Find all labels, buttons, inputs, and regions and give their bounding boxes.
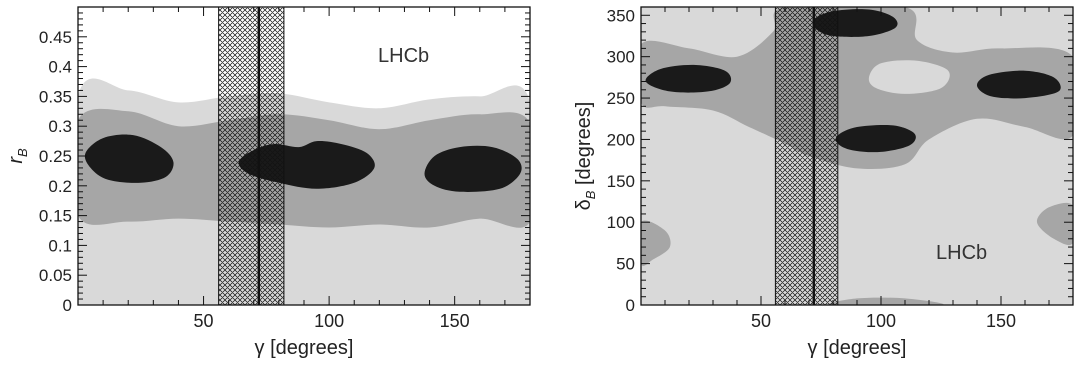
y-tick-label: 0 [63, 296, 72, 315]
y-tick-label: 0.4 [48, 58, 72, 77]
y-tick-label: 0.2 [48, 177, 72, 196]
contour-1sigma [835, 124, 916, 153]
y-tick-label: 300 [607, 48, 635, 67]
y-axis-label: rB [5, 148, 30, 164]
y-tick-label: 0.35 [39, 87, 72, 106]
y-tick-label: 200 [607, 130, 635, 149]
y-tick-label: 250 [607, 89, 635, 108]
contour-2sigma [1036, 202, 1073, 246]
y-tick-label: 0.05 [39, 266, 72, 285]
y-tick-label: 0 [626, 296, 635, 315]
x-tick-label: 150 [986, 311, 1016, 331]
y-tick-label: 350 [607, 6, 635, 25]
y-tick-label: 100 [607, 213, 635, 232]
panel-deltab: 50 100 150 0 50 100 150 200 250 300 350 γ [degrees]… [573, 6, 1074, 359]
x-axis-label: γ [degrees] [255, 337, 354, 359]
contour-1sigma [424, 145, 522, 192]
contour-1sigma [645, 64, 732, 93]
x-axis-label: γ [degrees] [808, 337, 907, 359]
contour-1sigma [84, 134, 174, 183]
y-axis-label: δB [degrees] [573, 102, 598, 211]
x-tick-label: 50 [194, 311, 214, 331]
plot-area [641, 7, 1073, 305]
plot-area [78, 7, 530, 305]
y-tick-label: 50 [616, 255, 635, 274]
contour-2sigma [641, 220, 671, 266]
x-tick-label: 50 [751, 311, 771, 331]
x-tick-label: 100 [866, 311, 896, 331]
contour-2sigma [641, 7, 1073, 170]
y-tick-label: 0.3 [48, 117, 72, 136]
contour-2sigma [829, 297, 944, 305]
lhcb-label: LHCb [378, 45, 429, 67]
y-tick-label: 0.1 [48, 236, 72, 255]
panel-rb: 50 100 150 0 0.05 0.1 0.15 0.2 0.25 0.3 0.35 0.4 0.4… [5, 6, 531, 359]
contour-3sigma [868, 60, 950, 94]
contour-1sigma [976, 70, 1061, 99]
y-tick-label: 0.45 [39, 28, 72, 47]
x-tick-label: 100 [314, 311, 344, 331]
y-tick-label: 0.15 [39, 207, 72, 226]
gamma-band [218, 7, 285, 305]
y-tick-label: 150 [607, 172, 635, 191]
y-tick-label: 0.25 [39, 147, 72, 166]
lhcb-label: LHCb [936, 242, 987, 264]
gamma-band [774, 7, 839, 305]
x-tick-label: 150 [440, 311, 470, 331]
